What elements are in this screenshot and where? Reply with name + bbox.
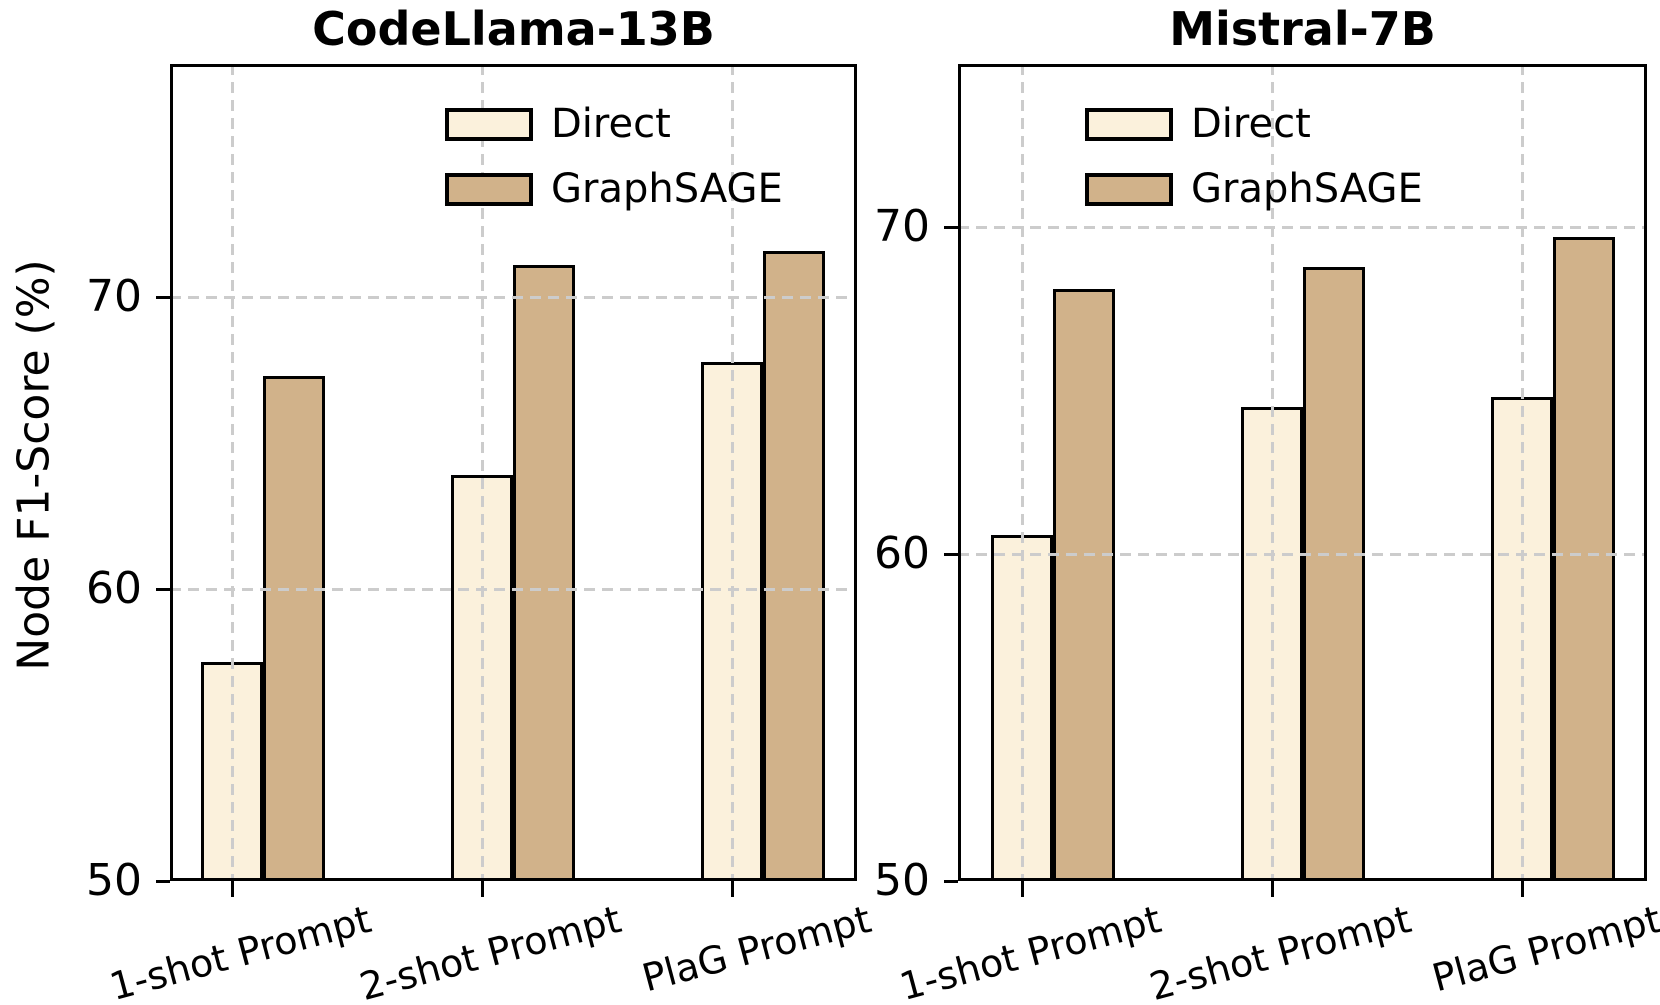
panel-codellama-13b: CodeLlama-13B Direct GraphSAGE 50 60 70 1-s… <box>86 2 876 1005</box>
y-tick-mark-50 <box>156 879 170 883</box>
y-tick-mark-60 <box>156 587 170 591</box>
gridline-vertical-1-shot-prompt <box>1020 64 1024 881</box>
gridline-vertical-2-shot-prompt <box>480 64 484 881</box>
bar-graphsage-plag-prompt <box>763 250 825 881</box>
x-tick-label-plag-prompt: PlaG Prompt <box>637 897 876 1001</box>
x-tick-mark-plag-prompt <box>730 881 734 897</box>
y-tick-label-50: 50 <box>86 855 142 906</box>
x-tick-label-plag-prompt: PlaG Prompt <box>1427 897 1660 1001</box>
x-tick-mark-1-shot-prompt <box>1020 881 1024 897</box>
y-axis-label: Node F1-Score (%) <box>8 259 60 671</box>
x-tick-label-1-shot-prompt: 1-shot Prompt <box>895 897 1166 1005</box>
grid-layer-codellama <box>170 64 857 881</box>
bar-graphsage-plag-prompt <box>1553 237 1615 881</box>
gridline-vertical-2-shot-prompt <box>1270 64 1274 881</box>
bar-graphsage-1-shot-prompt <box>1053 289 1115 881</box>
x-tick-mark-plag-prompt <box>1520 881 1524 897</box>
panel-title-mistral-7b: Mistral-7B <box>1169 2 1436 56</box>
y-tick-label-70: 70 <box>86 271 142 323</box>
gridline-vertical-plag-prompt <box>730 64 734 881</box>
y-tick-mark-50 <box>944 879 958 883</box>
panel-title-codellama-13b: CodeLlama-13B <box>312 2 715 56</box>
x-tick-mark-2-shot-prompt <box>480 881 484 897</box>
bar-graphsage-2-shot-prompt <box>1303 266 1365 881</box>
y-tick-mark-70 <box>944 225 958 229</box>
y-tick-mark-60 <box>944 552 958 556</box>
gridline-vertical-1-shot-prompt <box>230 64 234 881</box>
gridline-horizontal-60 <box>170 587 857 591</box>
x-tick-label-2-shot-prompt: 2-shot Prompt <box>355 897 626 1005</box>
gridline-horizontal-70 <box>958 225 1647 229</box>
gridline-horizontal-70 <box>170 295 857 299</box>
gridline-vertical-plag-prompt <box>1520 64 1524 881</box>
bar-graphsage-2-shot-prompt <box>513 265 575 881</box>
y-tick-label-50: 50 <box>874 855 930 906</box>
gridline-horizontal-60 <box>958 552 1647 556</box>
bar-graphsage-1-shot-prompt <box>263 376 325 881</box>
y-tick-label-70: 70 <box>874 201 930 253</box>
panel-mistral-7b: Mistral-7B Direct GraphSAGE 50 60 70 1-shot… <box>874 2 1660 1005</box>
x-tick-label-1-shot-prompt: 1-shot Prompt <box>105 897 376 1005</box>
x-tick-mark-1-shot-prompt <box>230 881 234 897</box>
y-tick-label-60: 60 <box>874 528 930 580</box>
x-tick-mark-2-shot-prompt <box>1270 881 1274 897</box>
grid-layer-mistral <box>958 64 1647 881</box>
x-tick-label-2-shot-prompt: 2-shot Prompt <box>1145 897 1416 1005</box>
y-tick-label-60: 60 <box>86 563 142 615</box>
y-tick-mark-70 <box>156 295 170 299</box>
